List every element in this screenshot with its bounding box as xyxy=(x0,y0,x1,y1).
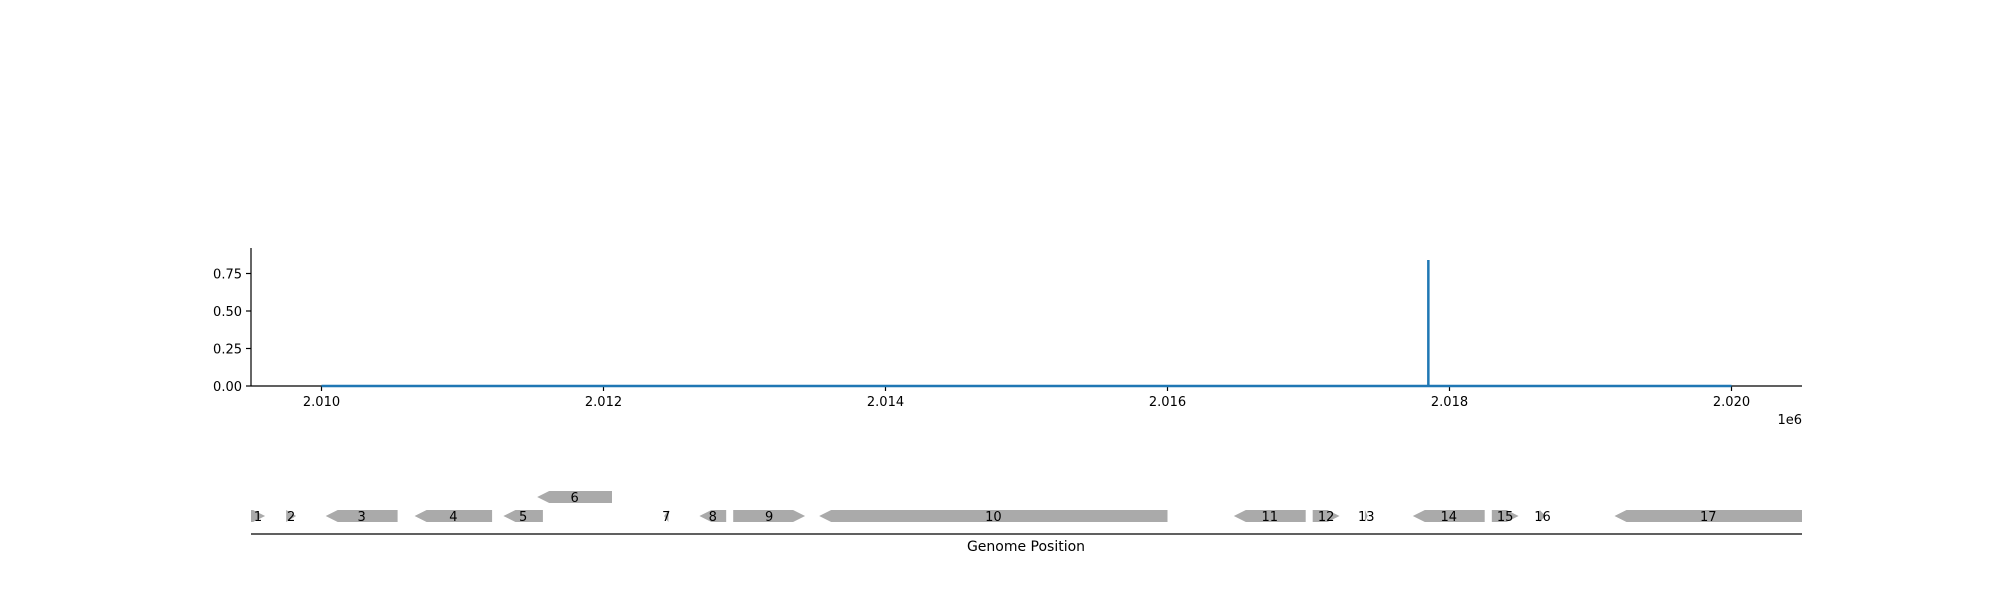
gene-label-4: 4 xyxy=(449,510,457,525)
gene-arrow-10 xyxy=(819,510,1168,522)
y-tick-label: 0.00 xyxy=(213,380,242,395)
gene-label-8: 8 xyxy=(709,510,717,525)
x-tick-label: 2.012 xyxy=(585,395,622,410)
gene-arrow-8 xyxy=(699,510,727,522)
gene-label-15: 15 xyxy=(1497,510,1514,525)
signal-series-line xyxy=(321,260,1732,388)
gene-label-10: 10 xyxy=(985,510,1002,525)
x-ticks: 2.010 2.012 2.014 2.016 2.018 2.020 xyxy=(303,386,1750,410)
y-tick-label: 0.25 xyxy=(213,343,242,358)
gene-arrow-12 xyxy=(1312,510,1340,522)
gene-arrow-9 xyxy=(733,510,806,522)
gene-arrow-17 xyxy=(1614,510,1802,522)
gene-label-17: 17 xyxy=(1700,510,1717,525)
gene-label-7: 7 xyxy=(662,510,670,525)
gene-label-12: 12 xyxy=(1318,510,1335,525)
gene-label-3: 3 xyxy=(358,510,366,525)
gene-label-6: 6 xyxy=(570,491,578,506)
gene-label-11: 11 xyxy=(1261,510,1278,525)
gene-arrow-7 xyxy=(664,510,669,522)
y-ticks: 0.00 0.25 0.50 0.75 xyxy=(213,268,251,395)
x-offset-label: 1e6 xyxy=(1777,413,1802,428)
x-tick-label: 2.016 xyxy=(1149,395,1186,410)
gene-arrow-4 xyxy=(414,510,493,522)
gene-arrow-16 xyxy=(1539,510,1546,522)
gene-arrow-5 xyxy=(503,510,543,522)
gene-track: 1 2 3 4 567 8 9 10 11 12 13 14 15 16 17 Genome Positio… xyxy=(251,491,1802,555)
genome-position-label: Genome Position xyxy=(967,539,1085,555)
gene-arrow-3 xyxy=(325,510,398,522)
y-tick-label: 0.75 xyxy=(213,268,242,283)
gene-arrow-6 xyxy=(537,491,612,503)
gene-arrow-1 xyxy=(251,510,266,522)
gene-label-1: 1 xyxy=(254,510,262,525)
gene-label-16: 16 xyxy=(1534,510,1551,525)
y-tick-label: 0.50 xyxy=(213,305,242,320)
gene-arrow-13 xyxy=(1364,510,1368,522)
gene-label-14: 14 xyxy=(1441,510,1458,525)
gene-label-2: 2 xyxy=(287,510,295,525)
gene-arrow-15 xyxy=(1491,510,1519,522)
gene-features: 1 2 3 4 567 8 9 10 11 12 13 14 15 16 17 xyxy=(251,491,1802,525)
x-tick-label: 2.010 xyxy=(303,395,340,410)
x-tick-label: 2.018 xyxy=(1431,395,1468,410)
signal-plot: 0.000.250.500.75 2.010 2.012 2.014 2.016 2.0… xyxy=(213,248,1802,428)
x-tick-label: 2.014 xyxy=(867,395,904,410)
gene-label-5: 5 xyxy=(519,510,527,525)
x-tick-label: 2.020 xyxy=(1713,395,1750,410)
gene-arrow-14 xyxy=(1412,510,1485,522)
gene-label-9: 9 xyxy=(765,510,773,525)
gene-arrow-2 xyxy=(286,510,297,522)
gene-arrow-11 xyxy=(1233,510,1306,522)
gene-label-13: 13 xyxy=(1358,510,1375,525)
